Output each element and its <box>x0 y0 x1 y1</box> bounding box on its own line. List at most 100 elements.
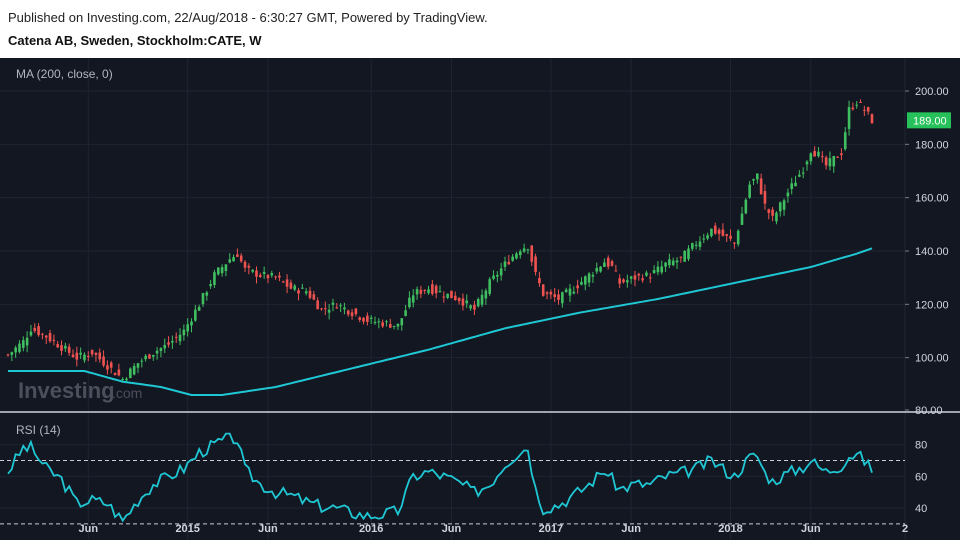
candle <box>801 167 805 179</box>
candle <box>457 297 461 305</box>
candle <box>320 307 323 311</box>
candle <box>396 323 400 330</box>
candle <box>373 316 377 325</box>
candle <box>98 348 102 363</box>
candle <box>534 253 537 276</box>
price-tick-label: 140.00 <box>915 246 949 258</box>
time-tick-label: Jun <box>442 523 462 535</box>
candle <box>641 274 644 283</box>
candle <box>21 336 25 352</box>
candle <box>656 261 660 276</box>
candle <box>109 360 113 374</box>
candle <box>530 245 534 266</box>
candle <box>174 332 178 344</box>
candle <box>316 297 319 310</box>
rsi-tick-label: 40 <box>915 503 927 515</box>
candle <box>583 275 587 291</box>
candle <box>266 274 270 284</box>
candle <box>94 352 98 362</box>
candle <box>473 300 476 315</box>
candle <box>740 206 744 225</box>
candle <box>610 259 614 267</box>
candle <box>79 347 82 360</box>
candle <box>358 316 362 323</box>
candle <box>44 335 48 345</box>
candle <box>186 318 189 337</box>
candle <box>706 232 709 241</box>
time-tick-label: 2018 <box>718 523 742 535</box>
candle <box>270 270 274 278</box>
time-tick-label: Jun <box>801 523 821 535</box>
candle <box>843 127 847 151</box>
candle <box>308 286 312 300</box>
candle <box>327 304 331 320</box>
candle <box>148 353 151 360</box>
candle <box>331 298 335 312</box>
rsi-series <box>0 432 905 525</box>
candle <box>576 279 579 294</box>
candle <box>216 267 220 276</box>
candle <box>538 271 541 287</box>
candle <box>190 318 193 333</box>
candle <box>733 241 736 249</box>
time-tick-label: 2017 <box>539 523 563 535</box>
candle <box>614 264 618 272</box>
candle <box>377 318 381 329</box>
candle <box>652 265 656 274</box>
candle <box>671 257 675 267</box>
candle <box>301 283 304 290</box>
candle <box>182 324 186 341</box>
candle-series <box>6 99 874 383</box>
candle <box>648 272 652 283</box>
candle <box>771 206 774 222</box>
watermark-brand: Investing <box>18 378 115 403</box>
rsi-indicator-label: RSI (14) <box>16 423 61 437</box>
candle <box>744 197 748 215</box>
candle <box>480 289 484 308</box>
candle <box>461 293 465 311</box>
candle <box>775 211 778 225</box>
candle <box>484 288 488 305</box>
candle <box>645 270 648 277</box>
candle <box>782 198 786 216</box>
candle <box>304 287 308 296</box>
candle <box>236 248 239 258</box>
candle <box>713 222 717 235</box>
candle <box>778 201 782 217</box>
candle <box>102 350 105 368</box>
candle <box>545 290 549 300</box>
last-price-badge <box>907 112 951 129</box>
candle <box>155 347 159 360</box>
candle <box>828 151 832 171</box>
candle <box>821 151 824 163</box>
candle <box>213 269 216 288</box>
candle <box>438 285 442 293</box>
candle <box>622 278 625 284</box>
candle <box>262 266 266 279</box>
candle <box>194 304 197 322</box>
candle <box>29 324 33 337</box>
candle <box>832 155 836 173</box>
candle <box>369 315 373 324</box>
candle <box>595 262 599 274</box>
candle <box>346 309 350 317</box>
candle <box>423 289 427 295</box>
candle <box>312 290 316 301</box>
candle <box>431 279 434 296</box>
candle <box>759 173 763 195</box>
candle <box>220 264 224 277</box>
candle <box>434 284 438 299</box>
candle <box>515 251 518 260</box>
candle <box>840 148 843 160</box>
candle <box>476 297 480 308</box>
candle <box>790 177 794 195</box>
candle <box>580 277 583 286</box>
candle <box>675 257 679 269</box>
candle <box>683 250 686 262</box>
candle <box>136 363 140 373</box>
chart-area[interactable]: Investing.com 200.00 180.00 160.00 140.00 12… <box>0 58 960 540</box>
candle <box>335 303 339 309</box>
candle <box>564 287 568 293</box>
candle <box>289 279 293 290</box>
candle <box>492 270 495 281</box>
